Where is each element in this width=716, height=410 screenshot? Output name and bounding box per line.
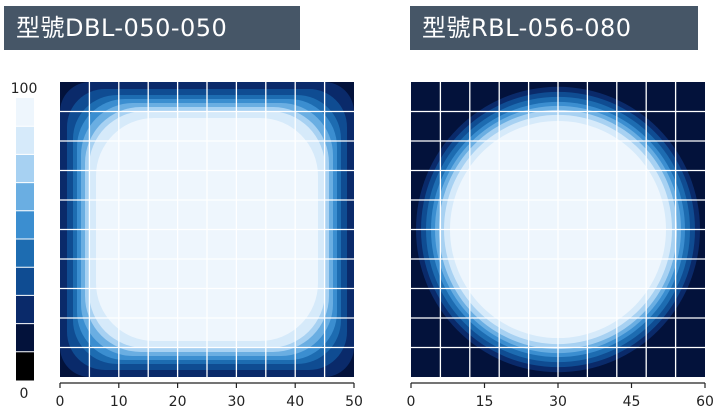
colorbar-band xyxy=(16,210,34,240)
colorbar-min-label: 0 xyxy=(20,386,29,402)
colorbar xyxy=(16,98,34,381)
colorbar-band xyxy=(16,239,34,268)
x-tick-label: 0 xyxy=(407,394,416,410)
colorbar-band xyxy=(16,182,34,212)
grid-dbl-050-050 xyxy=(60,82,354,377)
x-tick-label: 0 xyxy=(56,394,65,410)
x-tick-label: 15 xyxy=(476,394,494,410)
chart-title-rbl-056-080: 型號RBL-056-080 xyxy=(410,6,698,50)
x-tick-label: 60 xyxy=(696,394,714,410)
x-axis-dbl-050-050: 0 10 20 30 40 50 xyxy=(56,382,363,410)
x-tick-label: 20 xyxy=(169,394,187,410)
colorbar-band xyxy=(16,295,34,325)
colorbar-band xyxy=(16,154,34,184)
colorbar-band xyxy=(16,323,34,353)
x-tick-label: 50 xyxy=(345,394,363,410)
colorbar-band xyxy=(16,351,34,381)
x-tick-label: 30 xyxy=(549,394,567,410)
x-tick-label: 30 xyxy=(227,394,245,410)
x-tick-label: 10 xyxy=(110,394,128,410)
colorbar-band xyxy=(16,267,34,296)
colorbar-band xyxy=(16,126,34,155)
x-tick-label: 45 xyxy=(623,394,641,410)
colorbar-max-label: 100 xyxy=(11,81,38,97)
colorbar-band xyxy=(16,98,34,127)
x-axis-rbl-056-080: 0 15 30 45 60 xyxy=(407,382,714,410)
grid-rbl-056-080 xyxy=(411,82,705,377)
chart-title-dbl-050-050: 型號DBL-050-050 xyxy=(4,6,300,50)
x-tick-label: 40 xyxy=(286,394,304,410)
